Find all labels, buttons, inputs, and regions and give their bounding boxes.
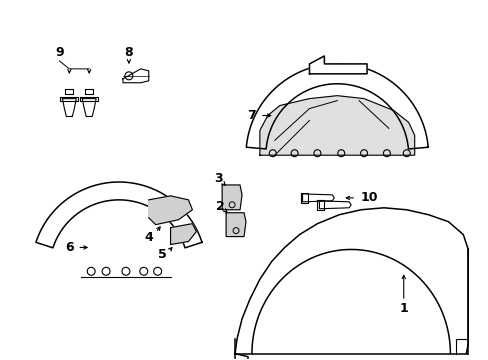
Text: 6: 6	[65, 241, 74, 254]
Polygon shape	[61, 96, 78, 100]
Text: 7: 7	[247, 109, 256, 122]
Polygon shape	[300, 193, 307, 203]
Polygon shape	[148, 196, 192, 225]
Polygon shape	[80, 96, 98, 100]
Text: 5: 5	[158, 248, 167, 261]
Polygon shape	[85, 89, 93, 94]
Polygon shape	[225, 213, 245, 237]
Text: 10: 10	[360, 192, 377, 204]
Polygon shape	[319, 201, 350, 209]
Text: 3: 3	[213, 171, 222, 185]
Polygon shape	[309, 56, 366, 74]
Text: 8: 8	[124, 46, 133, 59]
Circle shape	[124, 72, 133, 80]
Polygon shape	[65, 89, 73, 94]
Polygon shape	[122, 69, 148, 83]
Text: 9: 9	[55, 46, 63, 59]
Polygon shape	[36, 182, 202, 248]
Polygon shape	[82, 99, 96, 117]
Text: 4: 4	[144, 231, 153, 244]
Text: 2: 2	[215, 200, 224, 213]
Polygon shape	[259, 96, 414, 155]
Polygon shape	[62, 99, 76, 117]
Polygon shape	[302, 194, 334, 202]
Polygon shape	[170, 224, 196, 244]
Text: 1: 1	[399, 302, 407, 315]
Polygon shape	[246, 64, 427, 149]
Polygon shape	[317, 200, 324, 210]
Polygon shape	[222, 185, 242, 210]
